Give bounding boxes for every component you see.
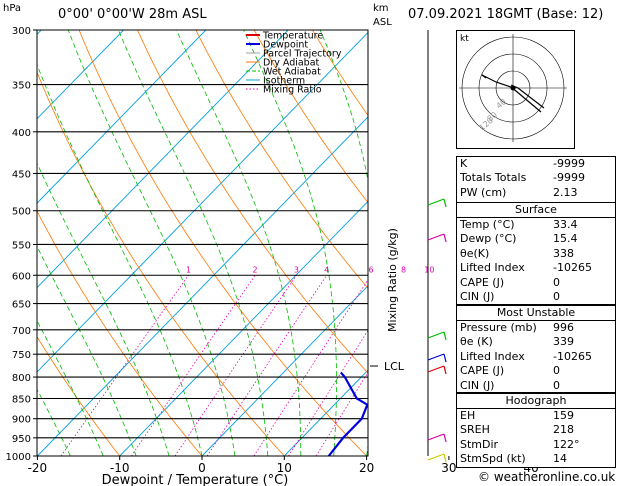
lcl-label: LCL <box>384 360 405 373</box>
isotherm-line <box>37 30 124 120</box>
isotherm-line <box>283 369 368 456</box>
y-tick-label: 300 <box>12 26 31 37</box>
most-unstable-panel: Most Unstable Pressure (mb) 996 θe (K) 339… <box>456 305 616 393</box>
y-tick-label: 350 <box>12 81 31 92</box>
surface-panel: Surface Temp (°C) 33.4 Dewp (°C) 15.4 θe(K… <box>456 202 616 305</box>
x-tick-label: 10 <box>277 461 292 475</box>
mixing-ratio-label: 4 <box>324 265 329 274</box>
location-title: 0°00' 0°00'W 28m ASL <box>58 7 207 22</box>
hpa-label: hPa <box>3 3 22 14</box>
hodograph-chart: kt 120 80 40 <box>456 30 575 149</box>
plot-frame <box>36 29 369 457</box>
y-tick-label: 1000 <box>6 452 31 463</box>
y-tick-label: 800 <box>12 373 31 384</box>
x-axis-label: Dewpoint / Temperature (°C) <box>102 473 289 486</box>
km-label: km <box>373 3 389 14</box>
asl-label: ASL <box>373 17 392 28</box>
isotherm-line <box>37 31 368 373</box>
wind-profile <box>427 198 447 463</box>
x-tick-label: -20 <box>28 461 48 475</box>
dry-adiabat-line <box>78 30 367 456</box>
mixing-ratio-label: 2 <box>253 265 258 274</box>
mixing-ratio-line <box>315 371 368 456</box>
wind-barb <box>427 233 445 241</box>
mixing-ratio-label: 8 <box>401 265 406 274</box>
y-tick-label: 900 <box>12 415 31 426</box>
legend-entry: Isotherm <box>263 76 305 87</box>
hodograph-panel: Hodograph EH 159 SREH 218 StmDir 122° StmSp… <box>456 393 616 468</box>
y-tick-label: 450 <box>12 169 31 180</box>
y-tick-label: 550 <box>12 240 31 251</box>
y-tick-label: 600 <box>12 271 31 282</box>
datetime-title: 07.09.2021 18GMT (Base: 12) <box>408 7 604 22</box>
wet-adiabat-line <box>319 30 368 456</box>
mixing-ratio-line <box>253 279 368 456</box>
wind-barb <box>427 331 445 339</box>
mixing-ratio-line <box>60 275 189 456</box>
x-tick-label: 0 <box>198 461 206 475</box>
y-tick-label: 400 <box>12 128 31 139</box>
wind-barb <box>427 365 445 373</box>
legend-entry: Dry Adiabat <box>263 58 320 69</box>
dry-adiabat-line <box>253 30 368 204</box>
y-tick-label: 650 <box>12 300 31 311</box>
x-tick-label: 30 <box>441 461 456 475</box>
isotherm-line <box>119 200 368 456</box>
legend-entry: Dewpoint <box>263 40 308 51</box>
wet-adiabat-line <box>37 319 104 456</box>
indices-panel: K -9999 Totals Totals -9999 PW (cm) 2.13 <box>456 156 616 205</box>
x-tick-label: -10 <box>110 461 130 475</box>
wet-adiabat-line <box>400 30 429 456</box>
y-tick-label: 850 <box>12 394 31 405</box>
mixing-ratio-label: 1 <box>186 265 191 274</box>
y-tick-label: 700 <box>12 326 31 337</box>
isotherm-line <box>37 30 289 289</box>
dry-adiabat-line <box>37 336 121 456</box>
wind-barb <box>427 198 445 206</box>
wind-barb <box>427 353 445 361</box>
mixing-ratio-label: 6 <box>368 265 373 274</box>
y-tick-label: 950 <box>12 434 31 445</box>
mixing-ratio-axis-label: Mixing Ratio (g/kg) <box>386 228 399 332</box>
wet-adiabat-line <box>67 30 236 456</box>
y-tick-label: 750 <box>12 350 31 361</box>
dewpoint-line <box>327 371 368 456</box>
hodo-kt-label: kt <box>460 34 469 44</box>
wind-barb <box>427 433 445 441</box>
legend-entry: Mixing Ratio <box>263 85 322 96</box>
legend-entry: Temperature <box>262 31 323 42</box>
isotherm-line <box>37 30 207 204</box>
mixing-ratio-label: 10 <box>424 265 434 274</box>
mixing-ratio-label: 3 <box>294 265 299 274</box>
x-tick-label: 20 <box>359 461 374 475</box>
copyright: © weatheronline.co.uk <box>478 470 616 484</box>
wet-adiabat-line <box>37 63 203 456</box>
legend-entry: Wet Adiabat <box>263 67 321 78</box>
wind-barb <box>427 453 445 461</box>
dry-adiabat-line <box>195 30 368 289</box>
mixing-ratio-line <box>288 329 368 456</box>
y-tick-label: 500 <box>12 207 31 218</box>
hodograph-trace <box>481 74 542 113</box>
legend-entry: Parcel Trajectory <box>263 49 342 60</box>
wet-adiabat-line <box>37 388 71 456</box>
mixing-ratio-line <box>206 275 328 456</box>
isotherm-line <box>201 285 368 456</box>
